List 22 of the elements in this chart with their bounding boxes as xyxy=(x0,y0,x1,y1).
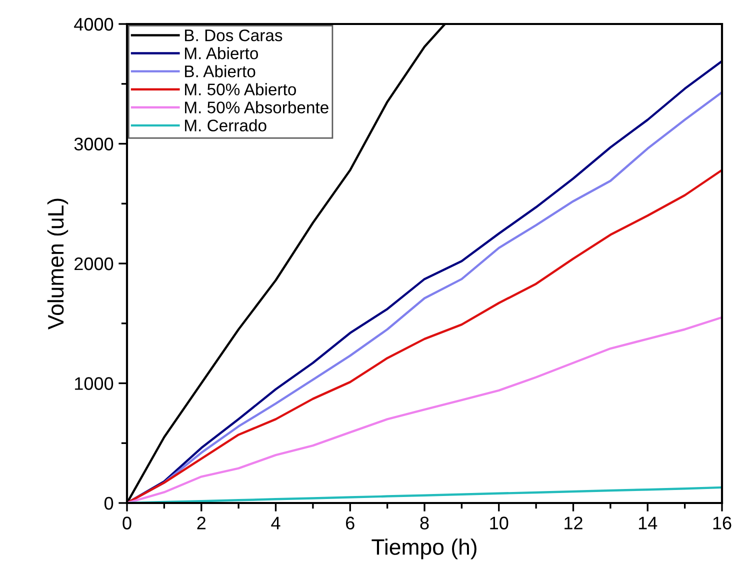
y-tick-label: 0 xyxy=(104,496,114,510)
x-tick-label: 10 xyxy=(490,516,508,530)
legend-label: M. 50% Abierto xyxy=(185,83,296,96)
legend-label: M. 50% Absorbente xyxy=(185,101,328,114)
legend-label: M. Abierto xyxy=(185,47,258,60)
legend-label: B. Dos Caras xyxy=(185,29,282,42)
x-tick-label: 12 xyxy=(564,516,582,530)
y-tick-label: 3000 xyxy=(74,138,114,150)
y-tick-label: 2000 xyxy=(74,257,114,270)
x-tick-label: 2 xyxy=(197,516,206,530)
legend-label: M. Cerrado xyxy=(185,119,266,132)
legend-label: B. Abierto xyxy=(185,65,256,78)
x-tick-label: 16 xyxy=(713,516,732,530)
y-tick-label: 1000 xyxy=(75,377,114,390)
x-tick-label: 0 xyxy=(122,516,132,530)
x-tick-label: 4 xyxy=(271,516,280,530)
y-tick-label: 4000 xyxy=(74,18,114,31)
x-axis-title: Tiempo (h) xyxy=(372,538,476,560)
x-tick-label: 14 xyxy=(638,516,658,530)
y-axis-title: Volumen (uL) xyxy=(47,198,68,330)
x-tick-label: 8 xyxy=(420,516,429,530)
x-tick-label: 6 xyxy=(346,516,354,530)
